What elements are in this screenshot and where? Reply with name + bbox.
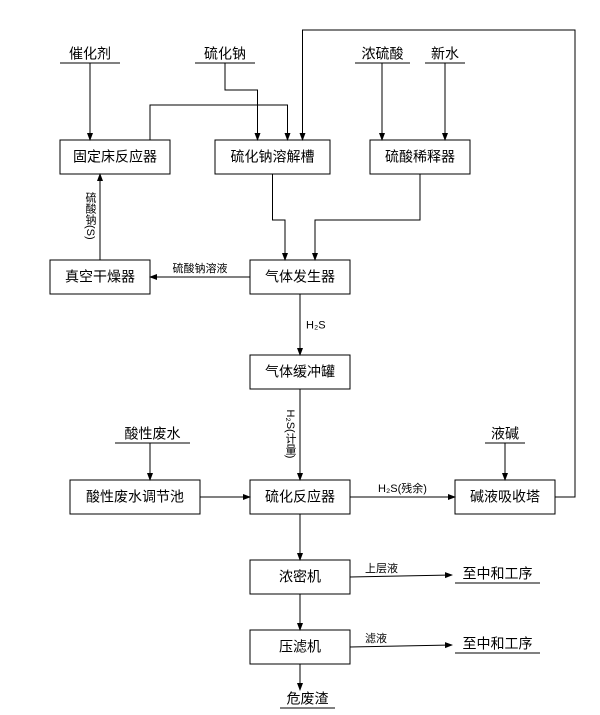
box-thickener-label: 浓密机 — [279, 569, 321, 585]
box-vac_dryer-label: 真空干燥器 — [65, 269, 135, 285]
output-slag: 危废渣 — [287, 691, 329, 707]
arrow-thick-out — [350, 575, 452, 577]
input-na2s: 硫化钠 — [204, 46, 246, 62]
label-supernatant: 上层液 — [365, 561, 398, 575]
label-h2s-res: H₂S(残余) — [378, 481, 427, 495]
arrow-na2s — [225, 63, 258, 140]
label-na2so4-s: 硫酸钠(S) — [84, 191, 97, 240]
output-supern: 至中和工序 — [463, 566, 533, 582]
box-fixed_bed-label: 固定床反应器 — [73, 149, 157, 165]
box-absorber-label: 碱液吸收塔 — [470, 489, 540, 505]
box-filter-label: 压滤机 — [279, 639, 321, 655]
label-h2s-meas: H₂S(计量) — [284, 410, 297, 459]
box-ww_pond-label: 酸性废水调节池 — [86, 489, 184, 505]
box-dissolver-label: 硫化钠溶解槽 — [231, 149, 315, 165]
box-diluter-label: 硫酸稀释器 — [385, 149, 455, 165]
box-sulf_react-label: 硫化反应器 — [265, 489, 335, 505]
label-na2so4-soln: 硫酸钠溶液 — [173, 261, 228, 275]
arrow-filter-out — [350, 645, 452, 647]
box-gas_gen-label: 气体发生器 — [265, 269, 335, 285]
input-h2so4: 浓硫酸 — [362, 46, 404, 62]
input-acid_ww: 酸性废水 — [125, 426, 181, 442]
box-buffer-label: 气体缓冲罐 — [265, 364, 335, 380]
input-catalyst: 催化剂 — [69, 46, 111, 62]
arrow-dissolver-gasgen — [273, 174, 286, 260]
output-filtrate: 至中和工序 — [463, 636, 533, 652]
label-filtrate: 滤液 — [365, 631, 387, 645]
label-h2s: H₂S — [306, 320, 326, 332]
input-water: 新水 — [431, 46, 459, 62]
input-naoh: 液碱 — [491, 426, 519, 442]
arrow-fixedbed-dissolver — [150, 105, 288, 140]
arrow-diluter-gasgen — [315, 174, 420, 260]
